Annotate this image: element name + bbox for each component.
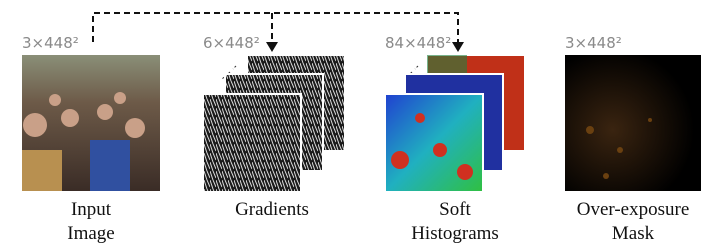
caption-line: Image xyxy=(16,222,166,246)
gradient-map xyxy=(203,94,301,192)
arrowhead xyxy=(452,42,464,52)
coat xyxy=(22,150,62,191)
figure: 3×448² 6×448² 84×448² 3×448² InputImage … xyxy=(0,0,725,248)
caption-line: Gradients xyxy=(197,198,347,222)
caption-line: Histograms xyxy=(380,222,530,246)
caption-line: Input xyxy=(16,198,166,222)
coat xyxy=(90,140,130,191)
caption-line: Mask xyxy=(558,222,708,246)
caption: Gradients xyxy=(197,198,347,222)
size-label: 3×448² xyxy=(22,34,79,52)
caption-line: Soft xyxy=(380,198,530,222)
caption-line: Over-exposure xyxy=(558,198,708,222)
arrowhead xyxy=(266,42,278,52)
size-label: 3×448² xyxy=(565,34,622,52)
mask-image xyxy=(565,55,701,191)
size-label: 84×448² xyxy=(385,34,451,52)
size-label: 6×448² xyxy=(203,34,260,52)
